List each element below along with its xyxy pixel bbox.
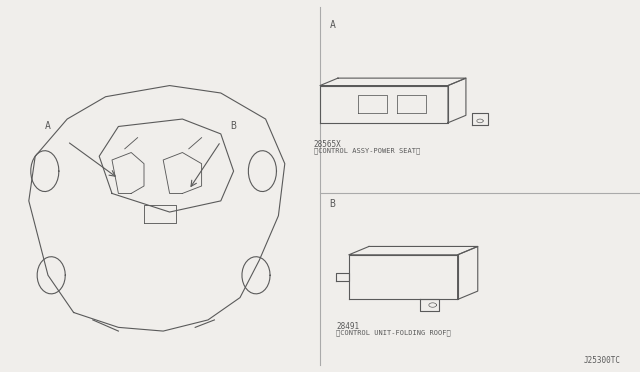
Text: A: A xyxy=(330,20,335,31)
Text: B: B xyxy=(230,122,237,131)
Text: 〈CONTROL UNIT-FOLDING ROOF〉: 〈CONTROL UNIT-FOLDING ROOF〉 xyxy=(336,329,451,336)
Text: 28491: 28491 xyxy=(336,322,359,331)
Text: A: A xyxy=(45,122,51,131)
Text: B: B xyxy=(330,199,335,209)
Text: J25300TC: J25300TC xyxy=(584,356,621,365)
Text: 〈CONTROL ASSY-POWER SEAT〉: 〈CONTROL ASSY-POWER SEAT〉 xyxy=(314,147,420,154)
Text: 28565X: 28565X xyxy=(314,140,341,148)
